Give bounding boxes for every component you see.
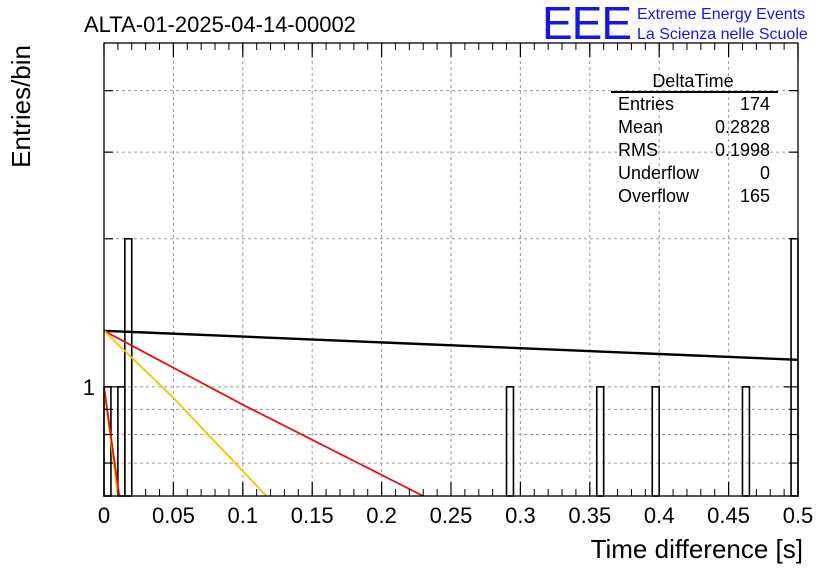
stats-label: Entries: [618, 94, 674, 114]
stats-value: 165: [740, 186, 770, 206]
stats-value: 0.1998: [715, 140, 770, 160]
x-tick-label: 0.15: [291, 503, 334, 528]
x-tick-label: 0.35: [568, 503, 611, 528]
y-tick-labels: 1: [83, 375, 95, 400]
x-tick-label: 0.05: [152, 503, 195, 528]
histogram-bar: [124, 237, 133, 497]
grid-lines: [104, 43, 798, 497]
x-tick-label: 0.4: [644, 503, 675, 528]
stats-value: 174: [740, 94, 770, 114]
logo-line-1: Extreme Energy Events: [637, 6, 805, 23]
eee-logo: EEE Extreme Energy Events La Scienza nel…: [542, 0, 808, 49]
plot-frame: [103, 42, 799, 497]
x-tick-label: 0.1: [228, 503, 259, 528]
x-axis-label: Time difference [s]: [591, 534, 803, 564]
fit-curve: [103, 329, 799, 361]
fit-curve: [103, 330, 268, 497]
histogram-bar: [595, 386, 605, 497]
x-tick-label: 0.5: [783, 503, 814, 528]
fit-curves: [103, 329, 799, 497]
stats-label: Overflow: [618, 186, 690, 206]
stats-value: 0.2828: [715, 117, 770, 137]
x-tick-label: 0: [98, 503, 110, 528]
stats-box: DeltaTime Entries 174 Mean 0.2828 RMS 0.1998 U…: [611, 71, 778, 206]
fit-curve: [103, 330, 424, 497]
chart-title: ALTA-01-2025-04-14-00002: [84, 12, 356, 37]
stats-title: DeltaTime: [652, 71, 733, 91]
histogram-bar: [117, 386, 126, 497]
x-tick-label: 0.25: [430, 503, 473, 528]
histogram-bar: [741, 386, 751, 497]
y-axis-label: Entries/bin: [6, 45, 36, 168]
y-tick-label: 1: [83, 375, 95, 400]
stats-label: Mean: [618, 117, 663, 137]
x-tick-label: 0.45: [707, 503, 750, 528]
x-tick-label: 0.2: [366, 503, 397, 528]
stats-label: RMS: [618, 140, 658, 160]
fit-curve: [103, 386, 121, 497]
histogram-bar: [505, 386, 515, 497]
x-tick-label: 0.3: [505, 503, 536, 528]
stats-label: Underflow: [618, 163, 700, 183]
logo-line-2: La Scienza nelle Scuole: [637, 26, 808, 43]
histogram-bar: [790, 237, 799, 497]
histogram-bar: [651, 386, 661, 497]
logo-mark: EEE: [542, 0, 631, 49]
stats-value: 0: [760, 163, 770, 183]
histogram-bar: [103, 386, 112, 497]
x-tick-labels: 0 0.05 0.1 0.15 0.2 0.25 0.3 0.35 0.4 0.45 0.5: [98, 503, 813, 528]
